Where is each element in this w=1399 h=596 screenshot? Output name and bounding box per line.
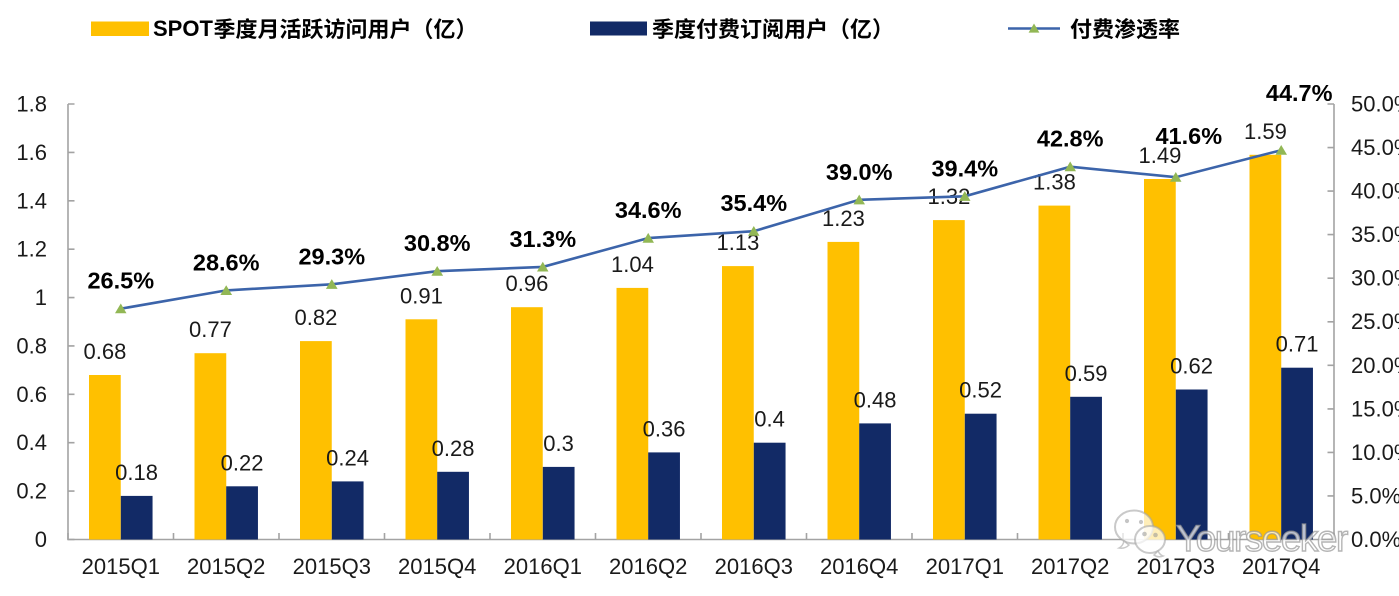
svg-text:20.0%: 20.0% <box>1351 353 1399 378</box>
svg-text:0.3: 0.3 <box>543 431 574 456</box>
svg-text:2016Q2: 2016Q2 <box>609 554 687 579</box>
svg-text:1.8: 1.8 <box>16 92 47 117</box>
svg-text:45.0%: 45.0% <box>1351 135 1399 160</box>
svg-text:15.0%: 15.0% <box>1351 396 1399 421</box>
svg-text:44.7%: 44.7% <box>1266 80 1333 106</box>
svg-text:50.0%: 50.0% <box>1351 92 1399 117</box>
svg-text:2017Q3: 2017Q3 <box>1137 554 1215 579</box>
svg-text:2017Q1: 2017Q1 <box>926 554 1004 579</box>
svg-text:10.0%: 10.0% <box>1351 440 1399 465</box>
svg-text:0.24: 0.24 <box>326 445 369 470</box>
svg-text:41.6%: 41.6% <box>1155 123 1222 149</box>
svg-text:29.3%: 29.3% <box>298 243 365 269</box>
svg-text:35.4%: 35.4% <box>720 190 787 216</box>
svg-text:1.6: 1.6 <box>16 140 47 165</box>
svg-text:2017Q4: 2017Q4 <box>1242 554 1320 579</box>
svg-text:0.62: 0.62 <box>1170 354 1213 379</box>
svg-text:0.2: 0.2 <box>16 479 47 504</box>
svg-text:0.77: 0.77 <box>189 317 232 342</box>
svg-text:2015Q3: 2015Q3 <box>293 554 371 579</box>
svg-text:2017Q2: 2017Q2 <box>1031 554 1109 579</box>
svg-text:31.3%: 31.3% <box>509 226 576 252</box>
svg-text:0.82: 0.82 <box>294 305 337 330</box>
svg-text:39.0%: 39.0% <box>826 159 893 185</box>
svg-text:0.28: 0.28 <box>432 436 475 461</box>
svg-text:0.0%: 0.0% <box>1351 527 1399 552</box>
svg-text:2015Q1: 2015Q1 <box>82 554 160 579</box>
svg-text:0.4: 0.4 <box>754 407 785 432</box>
svg-text:0.22: 0.22 <box>221 450 264 475</box>
svg-text:0.36: 0.36 <box>643 416 686 441</box>
svg-text:40.0%: 40.0% <box>1351 179 1399 204</box>
svg-text:1.4: 1.4 <box>16 188 47 213</box>
svg-text:2015Q4: 2015Q4 <box>398 554 476 579</box>
svg-text:0: 0 <box>35 527 47 552</box>
svg-text:30.8%: 30.8% <box>404 230 471 256</box>
svg-text:0.18: 0.18 <box>115 460 158 485</box>
svg-text:1.04: 1.04 <box>611 252 654 277</box>
svg-text:2016Q3: 2016Q3 <box>715 554 793 579</box>
svg-text:28.6%: 28.6% <box>193 249 260 275</box>
svg-text:0.96: 0.96 <box>505 271 548 296</box>
svg-text:2016Q4: 2016Q4 <box>820 554 898 579</box>
svg-text:25.0%: 25.0% <box>1351 309 1399 334</box>
svg-text:Yourseeker: Yourseeker <box>1176 518 1348 559</box>
svg-text:0.8: 0.8 <box>16 333 47 358</box>
svg-text:0.91: 0.91 <box>400 283 443 308</box>
svg-text:0.4: 0.4 <box>16 430 47 455</box>
svg-text:5.0%: 5.0% <box>1351 483 1399 508</box>
svg-text:0.59: 0.59 <box>1065 361 1108 386</box>
svg-text:SPOT: SPOT <box>153 16 213 41</box>
svg-text:1: 1 <box>35 285 47 310</box>
svg-text:1.2: 1.2 <box>16 237 47 262</box>
svg-text:1.49: 1.49 <box>1138 143 1181 168</box>
svg-text:39.4%: 39.4% <box>931 155 998 181</box>
svg-text:34.6%: 34.6% <box>615 197 682 223</box>
svg-text:0.52: 0.52 <box>959 378 1002 403</box>
svg-text:0.6: 0.6 <box>16 382 47 407</box>
svg-text:0.71: 0.71 <box>1276 332 1319 357</box>
svg-text:35.0%: 35.0% <box>1351 222 1399 247</box>
svg-text:2016Q1: 2016Q1 <box>504 554 582 579</box>
svg-text:0.68: 0.68 <box>83 339 126 364</box>
svg-text:0.48: 0.48 <box>854 387 897 412</box>
svg-text:26.5%: 26.5% <box>87 268 154 294</box>
svg-text:42.8%: 42.8% <box>1037 126 1104 152</box>
svg-text:30.0%: 30.0% <box>1351 266 1399 291</box>
svg-text:2015Q2: 2015Q2 <box>187 554 265 579</box>
svg-text:1.38: 1.38 <box>1033 170 1076 195</box>
svg-text:1.59: 1.59 <box>1244 119 1287 144</box>
